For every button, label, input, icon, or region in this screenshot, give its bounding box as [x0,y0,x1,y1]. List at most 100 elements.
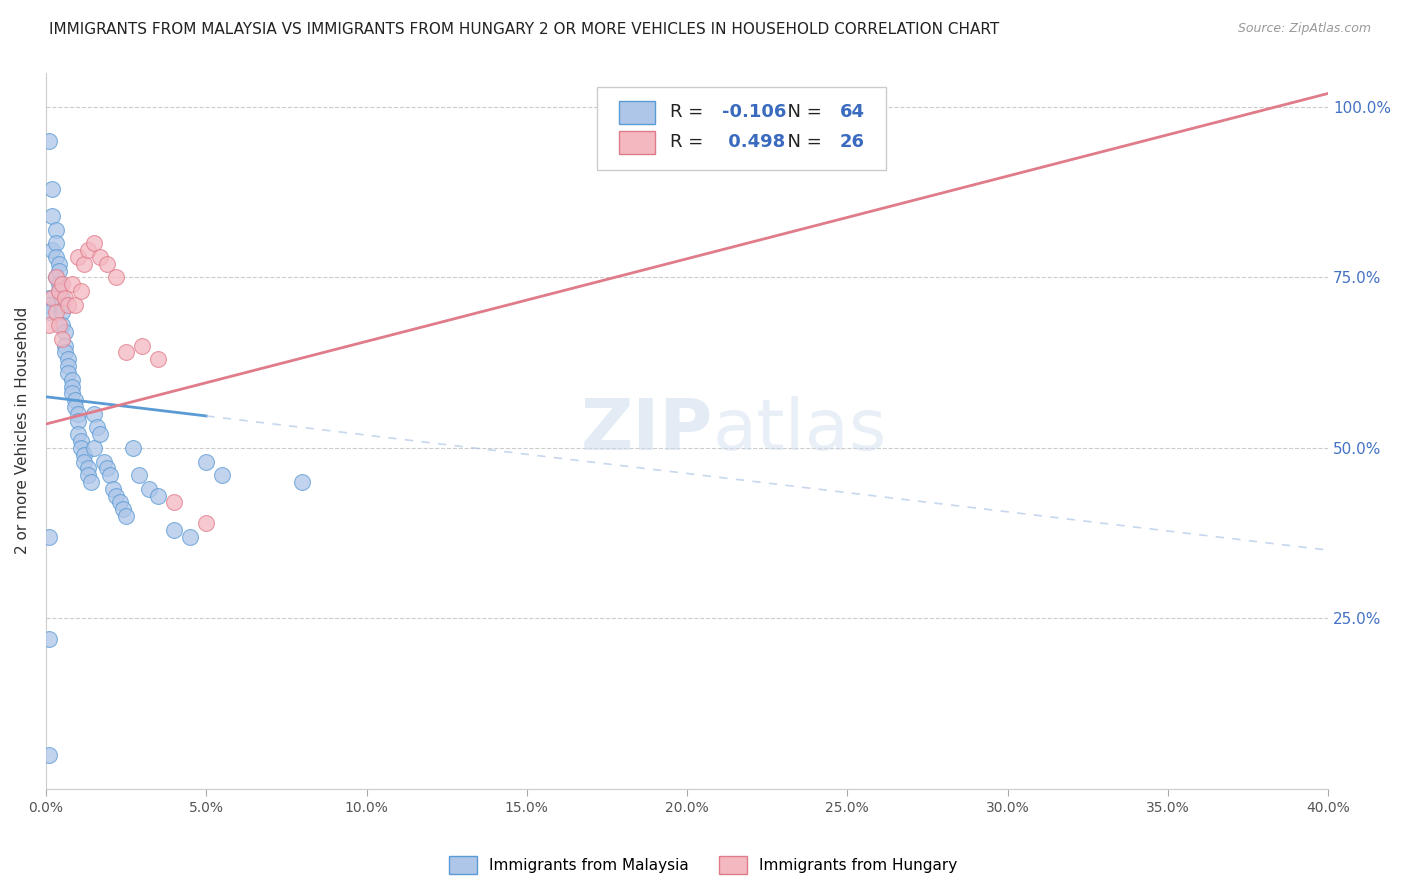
Point [93,454,115,468]
Point [105,270,128,285]
Point [51,291,73,305]
Point [73,448,96,462]
Point [146,352,169,367]
Point [60,277,83,292]
Point [70,284,93,298]
Point [70,434,93,448]
Point [38,529,60,543]
Point [115,345,138,359]
Text: R =: R = [671,103,710,121]
Point [73,257,96,271]
Point [63,393,86,408]
Text: 26: 26 [839,134,865,152]
Point [163,495,186,509]
Point [66,427,89,442]
Point [53,345,76,359]
Point [45,236,67,251]
Point [63,298,86,312]
Point [48,277,70,292]
Point [66,250,89,264]
Text: N =: N = [776,134,827,152]
Point [41,209,63,223]
Point [38,747,60,762]
Point [138,482,160,496]
Point [291,475,314,489]
Point [128,468,150,483]
Point [73,454,96,468]
Text: IMMIGRANTS FROM MALAYSIA VS IMMIGRANTS FROM HUNGARY 2 OR MORE VEHICLES IN HOUSEH: IMMIGRANTS FROM MALAYSIA VS IMMIGRANTS F… [49,22,1000,37]
Point [48,318,70,333]
Point [41,244,63,258]
Text: -0.106: -0.106 [721,103,786,121]
Point [60,379,83,393]
Point [60,386,83,401]
Point [163,523,186,537]
Text: 64: 64 [839,103,865,121]
Point [76,461,98,475]
Point [131,339,153,353]
Point [45,304,67,318]
Point [58,366,80,380]
Point [76,244,98,258]
Point [53,339,76,353]
Point [179,529,201,543]
Legend: Immigrants from Malaysia, Immigrants from Hungary: Immigrants from Malaysia, Immigrants fro… [443,850,963,880]
Point [195,516,218,530]
Point [51,332,73,346]
Point [48,284,70,298]
Point [38,304,60,318]
Point [96,257,118,271]
Point [60,373,83,387]
Point [38,318,60,333]
Point [51,318,73,333]
Point [45,270,67,285]
Point [80,475,103,489]
Text: 0.498: 0.498 [721,134,785,152]
Point [53,291,76,305]
FancyBboxPatch shape [598,87,886,169]
Point [146,489,169,503]
Point [195,454,218,468]
Point [38,291,60,305]
Point [86,420,108,434]
Point [105,489,128,503]
Point [48,284,70,298]
Point [83,441,105,455]
Point [45,250,67,264]
Point [70,441,93,455]
Text: atlas: atlas [713,396,887,466]
Point [58,359,80,373]
Point [83,407,105,421]
Point [58,298,80,312]
Point [38,134,60,148]
Text: R =: R = [671,134,710,152]
Point [121,441,143,455]
Point [89,250,111,264]
Point [98,468,121,483]
Point [83,236,105,251]
Point [111,502,134,516]
Text: ZIP: ZIP [581,396,713,466]
Point [76,468,98,483]
Point [63,400,86,414]
Point [108,495,131,509]
Point [41,291,63,305]
Point [66,414,89,428]
Point [51,304,73,318]
Text: N =: N = [776,103,827,121]
Point [211,468,233,483]
Point [45,223,67,237]
Point [48,263,70,277]
Point [51,277,73,292]
Y-axis label: 2 or more Vehicles in Household: 2 or more Vehicles in Household [15,307,30,555]
Point [45,270,67,285]
Point [89,427,111,442]
Point [58,352,80,367]
Point [115,509,138,524]
Point [38,632,60,646]
Point [48,257,70,271]
Point [51,298,73,312]
Point [38,298,60,312]
Point [53,325,76,339]
Point [66,407,89,421]
